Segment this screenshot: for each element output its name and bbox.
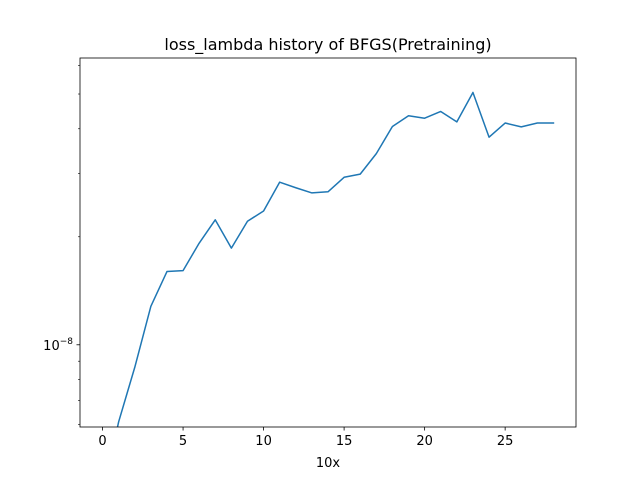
x-tick-label: 25 — [497, 434, 514, 449]
series-line — [116, 91, 555, 427]
chart-title: loss_lambda history of BFGS(Pretraining) — [164, 35, 491, 55]
x-tick-label: 10 — [255, 434, 272, 449]
x-tick-label: 0 — [98, 434, 106, 449]
series-layer — [116, 91, 555, 427]
plot-frame — [79, 57, 577, 428]
y-tick-label-exponent: −8 — [60, 337, 74, 347]
x-axis-label: 10x — [316, 456, 341, 471]
x-tick-label: 15 — [336, 434, 353, 449]
x-tick-label: 5 — [179, 434, 187, 449]
plot-area — [80, 58, 576, 427]
x-tick-label: 20 — [416, 434, 433, 449]
